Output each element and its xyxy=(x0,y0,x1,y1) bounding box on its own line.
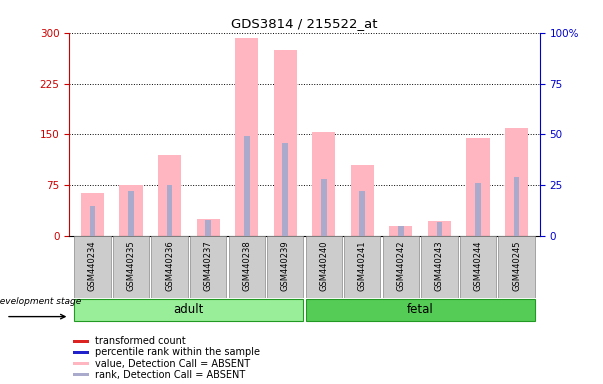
Text: GSM440242: GSM440242 xyxy=(396,240,405,291)
Bar xyxy=(344,236,380,298)
Text: percentile rank within the sample: percentile rank within the sample xyxy=(95,348,260,358)
Text: GSM440237: GSM440237 xyxy=(204,240,213,291)
Bar xyxy=(421,236,458,298)
Bar xyxy=(74,373,89,376)
Text: value, Detection Call = ABSENT: value, Detection Call = ABSENT xyxy=(95,359,250,369)
Bar xyxy=(267,236,303,298)
Bar xyxy=(74,299,303,321)
Bar xyxy=(390,226,412,236)
Bar xyxy=(514,177,519,236)
Bar xyxy=(312,132,335,236)
Bar xyxy=(467,138,490,236)
Bar xyxy=(128,191,134,236)
Bar xyxy=(205,220,211,236)
Bar xyxy=(90,206,95,236)
Bar xyxy=(74,236,110,298)
Title: GDS3814 / 215522_at: GDS3814 / 215522_at xyxy=(232,17,377,30)
Bar xyxy=(158,155,181,236)
Bar xyxy=(151,236,188,298)
Bar xyxy=(383,236,419,298)
Bar xyxy=(306,299,535,321)
Bar xyxy=(351,165,374,236)
Bar xyxy=(475,183,481,236)
Bar xyxy=(460,236,496,298)
Bar xyxy=(74,362,89,365)
Text: GSM440241: GSM440241 xyxy=(358,240,367,291)
Bar xyxy=(166,185,172,236)
Bar xyxy=(428,221,451,236)
Bar xyxy=(505,127,528,236)
Bar xyxy=(359,191,365,236)
Bar xyxy=(74,351,89,354)
Text: GSM440238: GSM440238 xyxy=(242,240,251,291)
Text: rank, Detection Call = ABSENT: rank, Detection Call = ABSENT xyxy=(95,370,245,380)
Bar xyxy=(282,142,288,236)
Bar xyxy=(244,136,250,236)
Bar xyxy=(229,236,265,298)
Bar xyxy=(398,226,404,236)
Bar xyxy=(190,236,226,298)
Bar xyxy=(81,194,104,236)
Text: GSM440240: GSM440240 xyxy=(320,240,328,291)
Bar xyxy=(235,38,258,236)
Bar xyxy=(113,236,149,298)
Text: GSM440234: GSM440234 xyxy=(88,240,97,291)
Bar xyxy=(499,236,535,298)
Text: transformed count: transformed count xyxy=(95,336,186,346)
Text: GSM440243: GSM440243 xyxy=(435,240,444,291)
Bar xyxy=(437,222,443,236)
Bar xyxy=(119,185,142,236)
Text: GSM440236: GSM440236 xyxy=(165,240,174,291)
Bar xyxy=(274,50,297,236)
Bar xyxy=(197,219,219,236)
Text: GSM440239: GSM440239 xyxy=(281,240,289,291)
Text: fetal: fetal xyxy=(407,303,434,316)
Text: GSM440244: GSM440244 xyxy=(473,240,482,291)
Bar xyxy=(74,340,89,343)
Text: GSM440245: GSM440245 xyxy=(512,240,521,291)
Text: development stage: development stage xyxy=(0,298,81,306)
Text: adult: adult xyxy=(174,303,204,316)
Bar xyxy=(306,236,342,298)
Text: GSM440235: GSM440235 xyxy=(127,240,136,291)
Bar xyxy=(321,179,327,236)
